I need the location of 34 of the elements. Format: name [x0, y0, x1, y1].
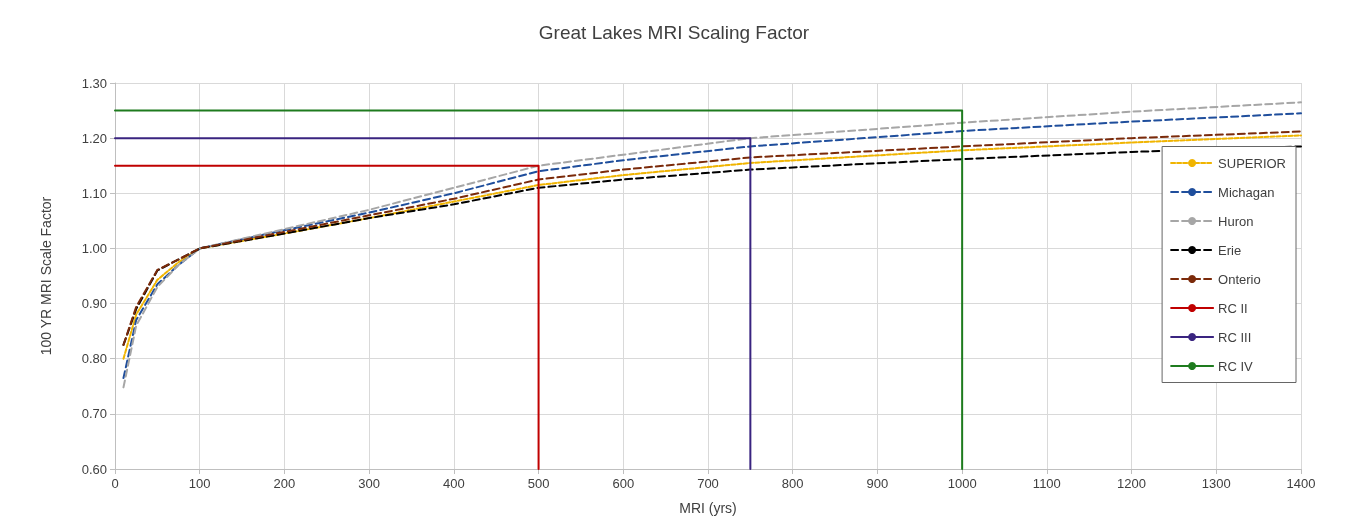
x-tick-label: 800: [781, 476, 804, 491]
x-tick-label: 1200: [1117, 476, 1147, 491]
legend-label: RC II: [1218, 300, 1248, 316]
x-tick-label: 700: [697, 476, 719, 491]
y-tick-label: 1.00: [81, 240, 107, 256]
y-tick-label: 0.80: [81, 351, 107, 367]
x-tick-label: 500: [527, 476, 550, 491]
y-tick-label: 0.60: [81, 461, 107, 477]
x-tick-label: 600: [612, 476, 635, 491]
x-axis-title: MRI (yrs): [679, 500, 737, 516]
y-tick-label: 1.30: [81, 75, 107, 91]
x-tick-label: 400: [443, 476, 465, 491]
legend-label: Onterio: [1218, 271, 1261, 287]
x-tick-label: 1100: [1032, 476, 1061, 491]
y-tick-label: 0.90: [81, 296, 107, 312]
x-tick-label: 1400: [1286, 476, 1316, 491]
chart-title: Great Lakes MRI Scaling Factor: [538, 22, 810, 43]
legend-label: RC III: [1218, 329, 1252, 345]
x-tick-label: 300: [358, 476, 380, 491]
x-tick-label: 100: [188, 476, 211, 491]
x-tick-label: 200: [273, 476, 296, 491]
x-tick-label: 900: [866, 476, 889, 491]
y-tick-label: 1.10: [81, 185, 107, 201]
y-axis-title: 100 YR MRI Scale Factor: [38, 196, 54, 356]
x-tick-label: 1300: [1201, 476, 1231, 491]
y-tick-label: 0.70: [81, 406, 107, 422]
x-tick-label: 0: [111, 476, 119, 491]
legend-label: RC IV: [1218, 358, 1254, 374]
x-tick-label: 1000: [947, 476, 977, 491]
legend-label: Huron: [1218, 213, 1254, 229]
legend-label: Michagan: [1218, 184, 1275, 200]
legend-label: SUPERIOR: [1218, 155, 1287, 171]
legend-label: Erie: [1218, 242, 1242, 258]
y-tick-label: 1.20: [81, 130, 107, 146]
